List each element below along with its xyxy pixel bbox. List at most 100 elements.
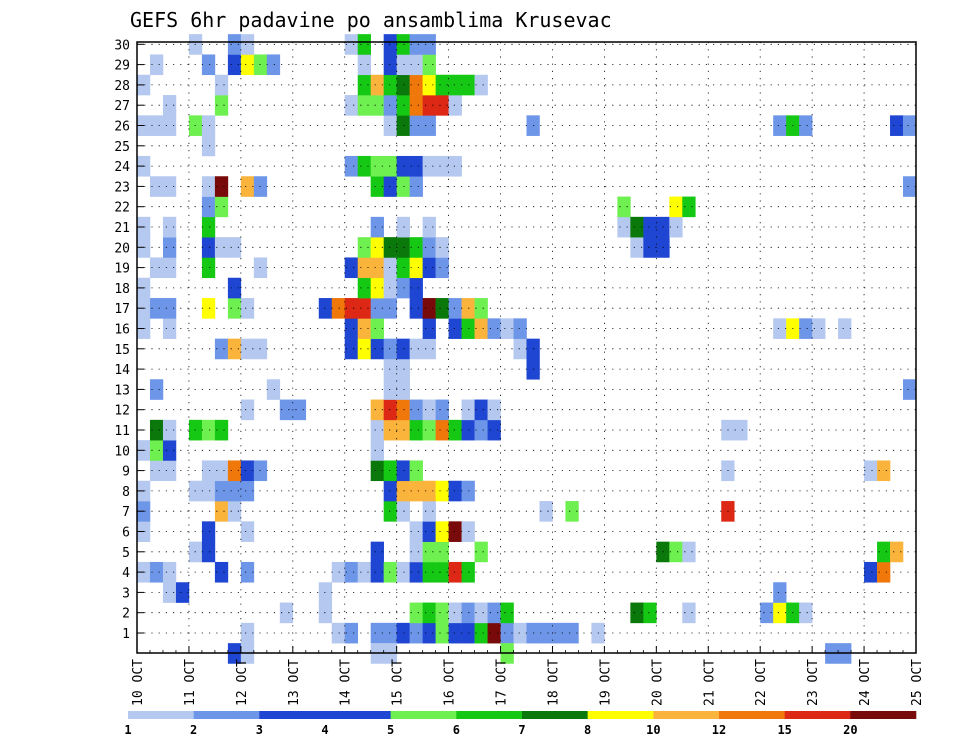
precip-cell bbox=[396, 460, 410, 482]
y-tick-label: 15 bbox=[114, 343, 130, 358]
precip-cell bbox=[383, 95, 397, 116]
precip-cell bbox=[370, 622, 384, 644]
precip-cell bbox=[227, 34, 242, 55]
precip-cell bbox=[643, 216, 657, 238]
precip-cell bbox=[864, 460, 878, 482]
precip-cell bbox=[617, 216, 631, 238]
precip-cell bbox=[214, 480, 229, 502]
precip-cell bbox=[214, 74, 229, 96]
chart-title: GEFS 6hr padavine po ansamblima Krusevac bbox=[130, 8, 612, 32]
precip-cell bbox=[383, 399, 397, 421]
precip-cell bbox=[682, 196, 696, 218]
precip-cell bbox=[162, 582, 177, 603]
precip-cell bbox=[539, 501, 553, 522]
precip-cell bbox=[422, 257, 436, 279]
precip-cell bbox=[370, 399, 384, 421]
precip-cell bbox=[422, 541, 436, 563]
precip-cell bbox=[162, 318, 177, 339]
y-tick-label: 1 bbox=[122, 627, 130, 642]
precip-cell bbox=[565, 501, 579, 522]
precip-cell bbox=[370, 338, 384, 360]
precip-cell bbox=[773, 318, 787, 339]
precip-cell bbox=[630, 216, 644, 238]
colorbar-label: 20 bbox=[843, 723, 857, 737]
precip-cell bbox=[422, 338, 436, 360]
precip-cell bbox=[331, 298, 346, 319]
y-tick-label: 3 bbox=[122, 586, 130, 601]
x-tick-label: 10 OCT bbox=[131, 659, 146, 706]
precip-cell bbox=[630, 237, 644, 258]
precip-cell bbox=[383, 277, 397, 299]
precip-cell bbox=[409, 338, 423, 360]
colorbar-segment bbox=[456, 711, 523, 719]
precip-cell bbox=[370, 561, 384, 583]
precip-cell bbox=[474, 399, 488, 421]
y-tick-label: 28 bbox=[114, 79, 130, 94]
precip-cell bbox=[331, 561, 346, 583]
precip-cell bbox=[201, 54, 216, 76]
y-tick-label: 11 bbox=[114, 424, 130, 439]
precip-cell bbox=[422, 622, 436, 644]
precip-cell bbox=[383, 460, 397, 482]
precip-cell bbox=[149, 561, 164, 583]
precip-cell bbox=[448, 521, 462, 542]
precip-cell bbox=[149, 257, 164, 279]
precip-cell bbox=[682, 541, 696, 563]
colorbar-label: 6 bbox=[453, 723, 460, 737]
colorbar-segment bbox=[653, 711, 720, 719]
precip-cell bbox=[318, 602, 333, 624]
x-tick-label: 20 OCT bbox=[650, 659, 665, 706]
precip-cell bbox=[448, 318, 462, 339]
precip-cell bbox=[175, 582, 190, 603]
precip-cell bbox=[162, 460, 177, 482]
precip-cell bbox=[422, 561, 436, 583]
precip-cell bbox=[162, 115, 177, 136]
precip-cell bbox=[422, 95, 436, 116]
precip-cell bbox=[370, 155, 384, 177]
y-tick-label: 6 bbox=[122, 526, 130, 541]
precip-cell bbox=[773, 582, 787, 603]
precip-cell bbox=[383, 257, 397, 279]
precip-cell bbox=[448, 602, 462, 624]
precip-cell bbox=[357, 237, 371, 258]
precip-cell bbox=[396, 237, 410, 258]
x-tick-label: 11 OCT bbox=[183, 659, 198, 706]
precip-cell bbox=[409, 399, 423, 421]
colorbar-segment bbox=[325, 711, 391, 719]
precip-cell bbox=[448, 480, 462, 502]
colorbar-segment bbox=[390, 711, 457, 719]
precip-cell bbox=[474, 622, 488, 644]
colorbar-segment bbox=[128, 711, 194, 719]
precip-cell bbox=[357, 54, 371, 76]
colorbar-label: 3 bbox=[256, 723, 263, 737]
precip-cell bbox=[201, 521, 216, 542]
y-tick-label: 7 bbox=[122, 505, 130, 520]
colorbar-segment bbox=[587, 711, 654, 719]
precip-cell bbox=[435, 155, 449, 177]
colorbar-label: 5 bbox=[387, 723, 394, 737]
precip-cell bbox=[396, 622, 410, 644]
colorbar-label: 7 bbox=[518, 723, 525, 737]
y-tick-label: 5 bbox=[122, 546, 130, 561]
precip-cell bbox=[214, 95, 229, 116]
precip-cell bbox=[214, 460, 229, 482]
precip-cell bbox=[370, 95, 384, 116]
precip-cell bbox=[383, 379, 397, 400]
precip-cell bbox=[435, 399, 449, 421]
precip-cell bbox=[409, 34, 423, 55]
precip-cell bbox=[201, 237, 216, 258]
precip-cell bbox=[201, 419, 216, 441]
precip-cell bbox=[474, 419, 488, 441]
precip-cell bbox=[422, 237, 436, 258]
precip-cell bbox=[500, 318, 514, 339]
colorbar-segment bbox=[850, 711, 917, 719]
precip-cell bbox=[227, 501, 242, 522]
precip-cell bbox=[409, 561, 423, 583]
precip-cell bbox=[448, 419, 462, 441]
precip-cell bbox=[422, 34, 436, 55]
y-tick-label: 24 bbox=[114, 160, 130, 175]
precip-cell bbox=[201, 135, 216, 157]
x-tick-label: 19 OCT bbox=[598, 659, 613, 706]
precip-cell bbox=[240, 54, 255, 76]
precip-cell bbox=[201, 196, 216, 218]
